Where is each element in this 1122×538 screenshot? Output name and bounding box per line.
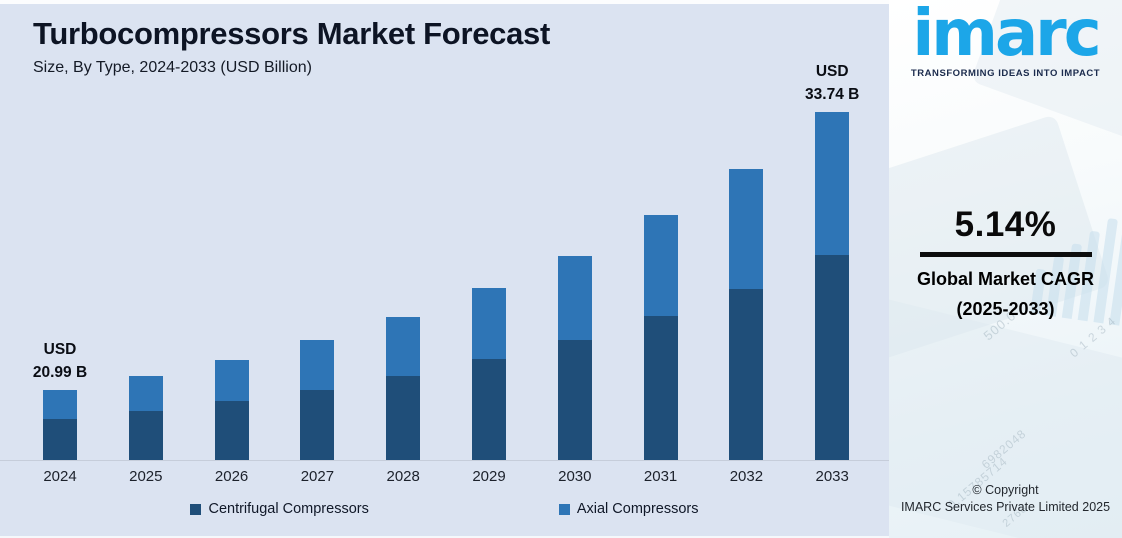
bar-2028 [386, 317, 421, 460]
bar-segment-axial [557, 256, 592, 340]
copyright-line2: IMARC Services Private Limited 2025 [900, 499, 1111, 514]
x-axis-label: 2024 [43, 468, 77, 485]
copyright-notice: © Copyright IMARC Services Private Limit… [889, 482, 1122, 517]
bar-segment-axial [300, 340, 335, 390]
cagr-period: (2025-2033) [956, 299, 1055, 319]
bar-segment-centrifugal [43, 419, 77, 460]
copyright-line1: © Copyright [972, 482, 1039, 497]
bar-2030 [557, 256, 592, 460]
bar-segment-centrifugal [386, 376, 421, 460]
imarc-brand-panel: 500.0 0 1 2 3 4 6982048 0.15785714 2768 imar… [889, 0, 1122, 538]
bar-2032 [729, 169, 764, 460]
bar-segment-centrifugal [300, 390, 335, 460]
bar-segment-axial [43, 390, 77, 419]
imarc-logo: imarc TRANSFORMING IDEAS INTO IMPACT [889, 0, 1122, 79]
imarc-tagline: TRANSFORMING IDEAS INTO IMPACT [910, 68, 1101, 79]
bar-segment-axial [472, 288, 506, 359]
bar-segment-axial [815, 112, 850, 255]
bar-2033 [815, 112, 850, 460]
bar-2026 [214, 360, 249, 460]
bar-segment-centrifugal [815, 255, 850, 460]
bar-2025 [128, 376, 163, 460]
bar-2027 [300, 340, 335, 460]
chart-title: Turbocompressors Market Forecast [33, 16, 550, 51]
bar-segment-axial [729, 169, 764, 289]
x-axis-label: 2028 [386, 468, 420, 485]
chart-legend: Centrifugal Compressors Axial Compressor… [0, 501, 889, 517]
x-axis-label: 2030 [558, 468, 592, 485]
x-axis-label: 2029 [472, 468, 506, 485]
legend-label: Centrifugal Compressors [208, 501, 369, 517]
axial-swatch-icon [558, 503, 570, 515]
chart-section: Turbocompressors Market Forecast Size, B… [0, 0, 889, 538]
cagr-value: 5.14% [954, 205, 1057, 244]
bar-segment-centrifugal [729, 289, 764, 460]
bar-2031 [643, 215, 678, 460]
bar-value-label: USD 20.99 B [32, 341, 88, 381]
bar-2029 [472, 288, 506, 460]
x-axis-label: 2031 [643, 468, 678, 485]
x-axis-label: 2025 [129, 468, 163, 485]
bar-segment-centrifugal [472, 359, 506, 460]
bar-2024 [43, 390, 77, 460]
legend-item-centrifugal: Centrifugal Compressors [190, 501, 369, 517]
bar-segment-centrifugal [643, 316, 678, 460]
chart-subtitle: Size, By Type, 2024-2033 (USD Billion) [33, 59, 312, 76]
centrifugal-swatch-icon [190, 503, 202, 515]
x-axis-label: 2026 [214, 468, 249, 485]
bar-segment-axial [386, 317, 421, 376]
bar-segment-axial [643, 215, 678, 316]
imarc-logo-text: imarc [912, 0, 1101, 71]
legend-item-axial: Axial Compressors [558, 501, 699, 517]
watermark-text: 0 1 2 3 4 [1067, 313, 1119, 361]
bar-value-label: USD 33.74 B [805, 63, 860, 103]
x-axis-label: 2033 [815, 468, 849, 485]
x-axis-label: 2032 [729, 468, 764, 485]
bar-segment-axial [128, 376, 163, 411]
bar-segment-centrifugal [128, 411, 163, 460]
bar-segment-centrifugal [214, 401, 249, 460]
cagr-divider [919, 252, 1092, 257]
x-axis-label: 2027 [300, 468, 335, 485]
bar-segment-centrifugal [557, 340, 592, 460]
cagr-label: Global Market CAGR [916, 269, 1095, 289]
bar-chart-plot: 2024 USD 20.99 B 2025 2026 2027 2028 2029 2030 2… [0, 4, 889, 485]
legend-label: Axial Compressors [576, 501, 699, 517]
bar-segment-axial [214, 360, 249, 401]
cagr-block: 5.14% Global Market CAGR (2025-2033) [889, 205, 1122, 320]
